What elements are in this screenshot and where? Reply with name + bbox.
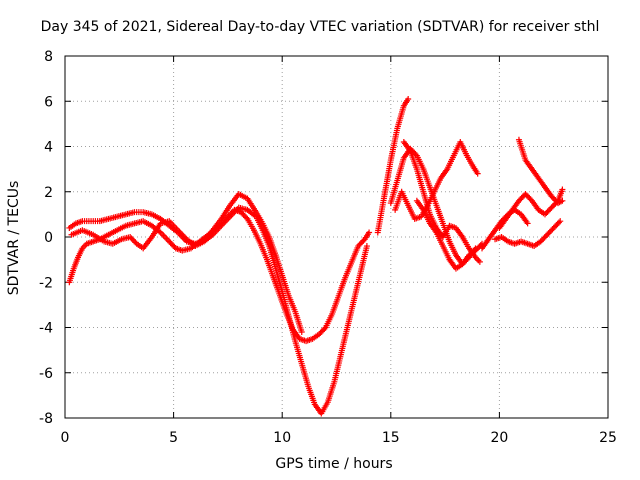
data-point (318, 328, 325, 335)
y-tick-label: -2 (39, 275, 53, 291)
data-point (559, 186, 566, 193)
data-point (548, 227, 555, 234)
x-tick-label: 15 (382, 430, 400, 446)
data-point (537, 238, 544, 245)
data-point (557, 218, 564, 225)
data-point (546, 229, 553, 236)
data-point (555, 219, 562, 226)
data-point (542, 211, 549, 218)
data-point (526, 195, 533, 202)
data-point (540, 235, 547, 242)
data-point (129, 236, 136, 243)
data-point (473, 246, 480, 253)
data-point (498, 218, 505, 225)
data-point (131, 238, 138, 245)
y-tick-label: 8 (44, 49, 53, 65)
y-tick-label: 2 (44, 185, 53, 201)
data-point (554, 220, 561, 227)
data-point (501, 215, 508, 222)
data-point (241, 213, 248, 220)
x-tick-label: 0 (61, 430, 70, 446)
data-point (243, 214, 250, 221)
data-point (518, 195, 525, 202)
data-point (355, 243, 362, 250)
data-point (298, 329, 305, 336)
data-point (541, 234, 548, 241)
y-tick-label: -6 (39, 366, 53, 382)
data-point (167, 239, 174, 246)
data-point (502, 214, 509, 221)
data-point (360, 237, 367, 244)
x-axis-label: GPS time / hours (275, 456, 393, 472)
data-points (66, 95, 566, 417)
data-point (551, 195, 558, 202)
data-point (522, 191, 529, 198)
data-point (166, 238, 173, 245)
data-point (559, 197, 566, 204)
data-point (357, 240, 364, 247)
x-tick-label: 5 (169, 430, 178, 446)
data-point (356, 241, 363, 248)
data-point (552, 223, 559, 230)
data-point (240, 211, 247, 218)
y-tick-label: 4 (44, 140, 53, 156)
data-point (552, 197, 559, 204)
x-tick-label: 25 (599, 430, 617, 446)
data-point (366, 229, 373, 236)
data-point (551, 201, 558, 208)
data-point (474, 170, 481, 177)
data-point (499, 216, 506, 223)
y-tick-label: 0 (44, 230, 53, 246)
data-point (472, 247, 479, 254)
data-point (515, 197, 522, 204)
data-point (542, 233, 549, 240)
y-tick-label: -8 (39, 411, 53, 427)
data-point (547, 205, 554, 212)
data-point (476, 258, 483, 265)
x-axis-ticks: 0 5 10 15 20 25 (61, 56, 617, 446)
data-point (359, 238, 366, 245)
data-point (412, 151, 419, 158)
data-point (170, 242, 177, 249)
plot-frame (64, 55, 609, 419)
data-point (525, 193, 532, 200)
data-point (543, 210, 550, 217)
x-tick-label: 20 (490, 430, 508, 446)
data-point (524, 220, 531, 227)
y-axis-ticks: -8 -6 -4 -2 0 2 4 6 8 (39, 49, 608, 427)
data-point (517, 196, 524, 203)
data-point (548, 204, 555, 211)
data-point (320, 327, 327, 334)
data-point (549, 194, 556, 201)
data-point (127, 234, 134, 240)
data-point (545, 230, 552, 237)
data-point (544, 231, 551, 238)
data-point (545, 207, 552, 214)
y-tick-label: 6 (44, 94, 53, 110)
data-point (550, 224, 557, 231)
data-point (549, 226, 556, 233)
data-point (549, 203, 556, 210)
data-point (523, 192, 530, 199)
data-point (553, 222, 560, 229)
y-axis-label: SDTVAR / TECUs (6, 180, 22, 296)
data-point (544, 208, 551, 215)
data-point (519, 193, 526, 200)
data-point (548, 193, 555, 200)
data-point (538, 237, 545, 244)
data-point (363, 243, 370, 250)
data-point (405, 95, 412, 102)
chart-title: Day 345 of 2021, Sidereal Day-to-day VTE… (40, 19, 600, 35)
data-point (128, 235, 135, 242)
x-tick-label: 10 (273, 430, 291, 446)
grid-lines (65, 56, 608, 418)
data-point (317, 329, 324, 336)
data-point (316, 331, 323, 338)
y-tick-label: -4 (39, 321, 53, 337)
data-point (168, 241, 175, 248)
data-point (321, 325, 328, 332)
